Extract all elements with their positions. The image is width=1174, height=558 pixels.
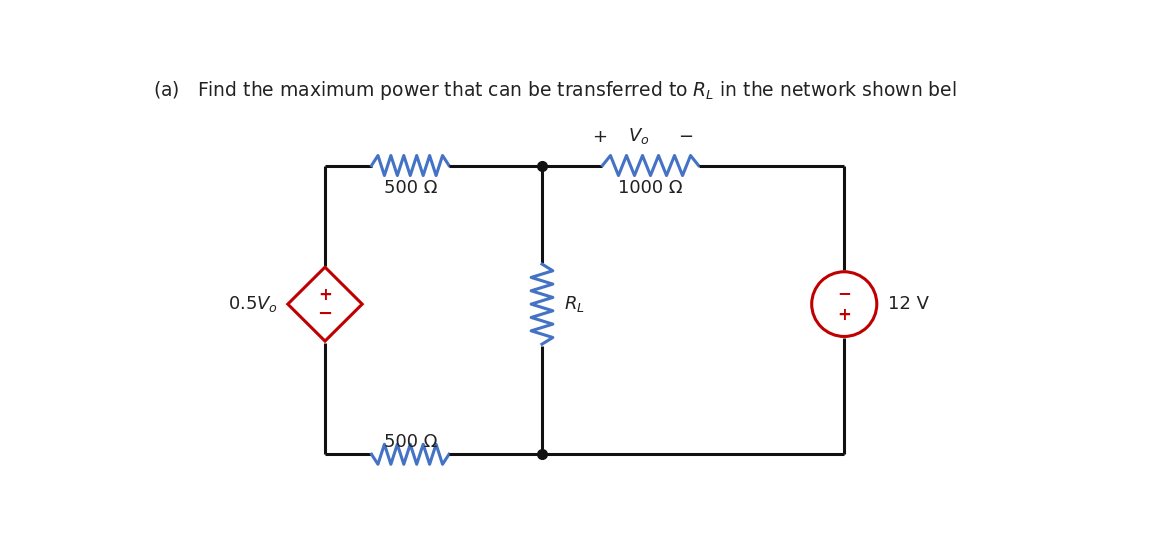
Text: 12 V: 12 V <box>889 295 930 313</box>
Text: $V_o$: $V_o$ <box>628 126 649 146</box>
Text: 1000 Ω: 1000 Ω <box>619 179 683 198</box>
Text: −: − <box>837 285 851 302</box>
Text: 500 Ω: 500 Ω <box>384 179 437 198</box>
Text: +: + <box>837 306 851 324</box>
Text: −: − <box>677 128 693 146</box>
Text: 0.5$V_o$: 0.5$V_o$ <box>229 294 278 314</box>
Text: −: − <box>317 305 332 323</box>
Text: +: + <box>318 286 332 304</box>
Text: (a)   Find the maximum power that can be transferred to $R_L$ in the network sho: (a) Find the maximum power that can be t… <box>153 79 957 102</box>
Text: +: + <box>593 128 608 146</box>
Text: 500 Ω: 500 Ω <box>384 433 437 451</box>
Text: $R_L$: $R_L$ <box>564 294 585 314</box>
